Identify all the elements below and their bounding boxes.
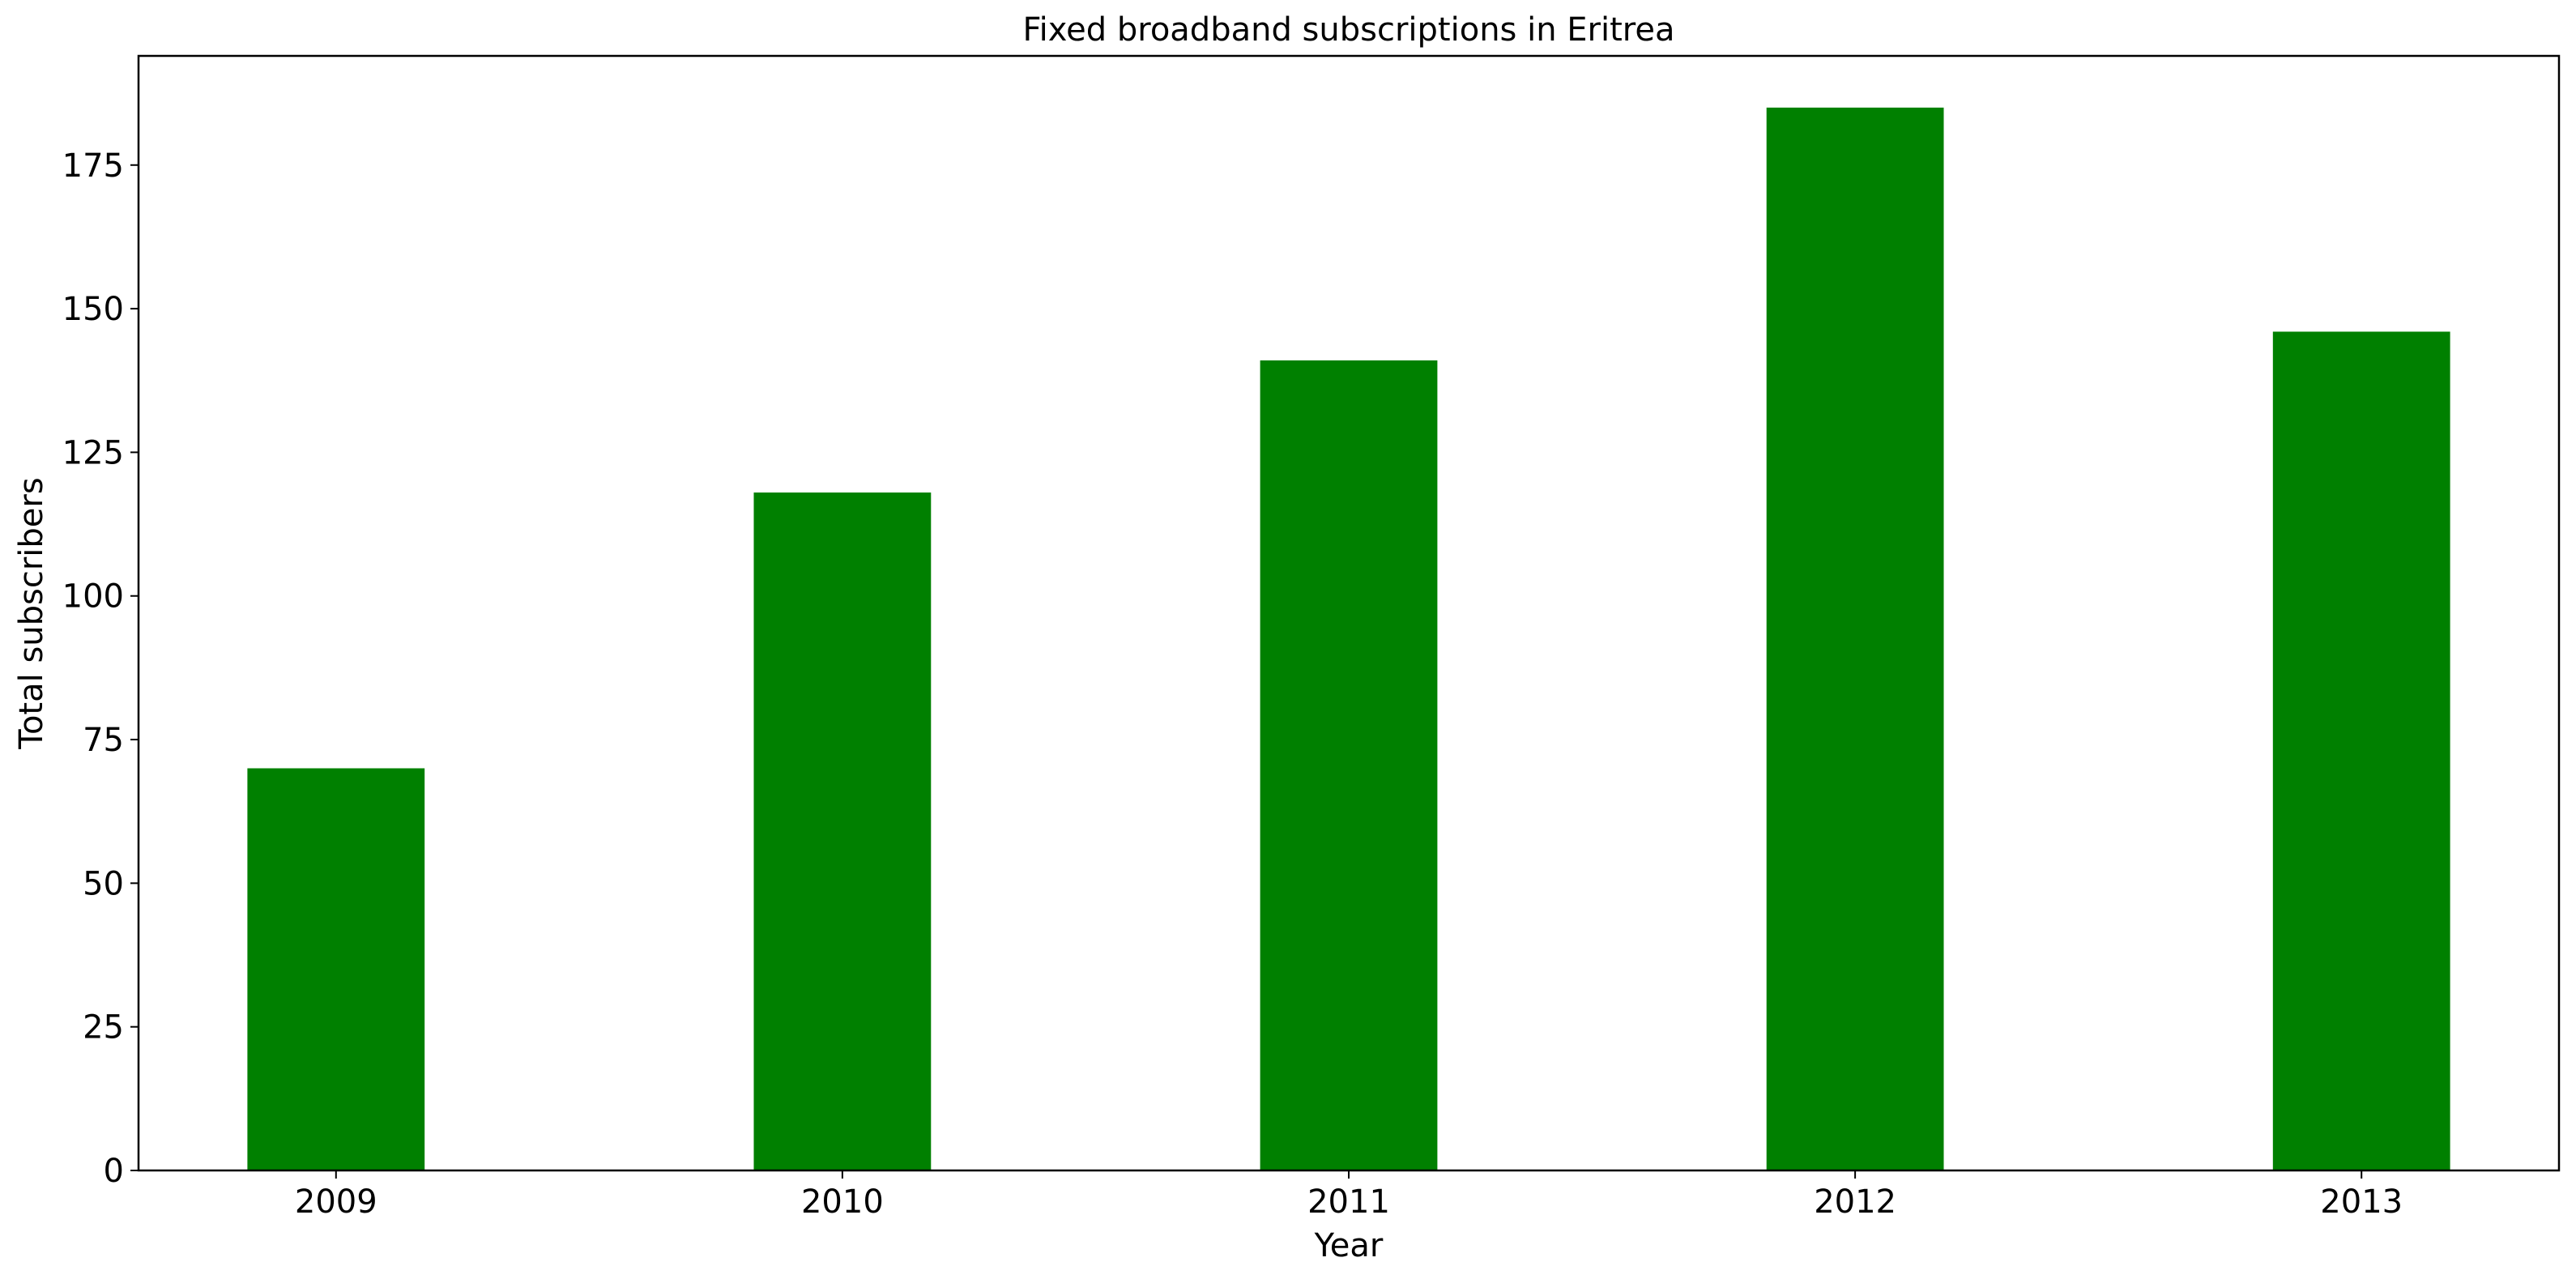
y-tick-label: 100 xyxy=(62,578,124,616)
chart-title: Fixed broadband subscriptions in Eritrea xyxy=(1023,11,1675,49)
x-axis-label: Year xyxy=(1314,1227,1384,1264)
bar-2013 xyxy=(2272,331,2450,1170)
y-axis-ticks: 0 25 50 75 100 125 150 175 xyxy=(62,147,139,1190)
bar-2012 xyxy=(1766,107,1944,1170)
y-tick-label: 175 xyxy=(62,147,124,185)
y-tick-label: 50 xyxy=(83,865,124,902)
plot-frame xyxy=(137,54,2561,1172)
y-tick-label: 0 xyxy=(104,1153,124,1190)
y-tick-label: 125 xyxy=(62,434,124,471)
y-axis-label: Total subscribers xyxy=(13,477,50,749)
bar-2009 xyxy=(247,768,425,1170)
x-tick-label: 2012 xyxy=(1814,1183,1896,1221)
x-axis-ticks: 2009 2010 2011 2012 2013 xyxy=(295,1170,2403,1221)
bar-2011 xyxy=(1260,360,1438,1171)
x-tick-label: 2011 xyxy=(1307,1183,1390,1221)
y-tick-label: 150 xyxy=(62,291,124,328)
bars-group xyxy=(247,107,2450,1171)
y-tick-label: 25 xyxy=(83,1009,124,1047)
bar-2010 xyxy=(753,492,932,1170)
y-tick-label: 75 xyxy=(83,722,124,759)
x-tick-label: 2010 xyxy=(801,1183,884,1221)
x-tick-label: 2009 xyxy=(295,1183,377,1221)
x-tick-label: 2013 xyxy=(2320,1183,2403,1221)
